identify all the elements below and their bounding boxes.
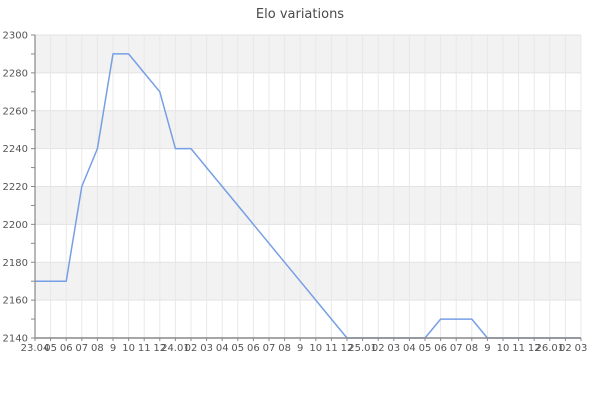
x-tick-label: 08: [91, 343, 104, 354]
x-tick-label: 24.01: [161, 343, 190, 354]
x-tick-label: 11: [512, 343, 525, 354]
x-tick-label: 06: [434, 343, 447, 354]
y-tick-label: 2240: [3, 144, 28, 155]
x-tick-label: 25.01: [348, 343, 377, 354]
x-tick-label: 05: [44, 343, 57, 354]
x-tick-label: 26.01: [535, 343, 564, 354]
x-tick-label: 10: [122, 343, 135, 354]
x-tick-label: 05: [419, 343, 432, 354]
x-tick-label: 11: [325, 343, 338, 354]
x-tick-label: 08: [278, 343, 291, 354]
x-tick-label: 04: [216, 343, 229, 354]
x-tick-label: 12: [528, 343, 541, 354]
x-tick-label: 11: [138, 343, 151, 354]
y-tick-label: 2260: [3, 106, 28, 117]
x-tick-label: 10: [497, 343, 510, 354]
x-tick-label: 07: [75, 343, 88, 354]
x-tick-label: 9: [110, 343, 116, 354]
x-tick-label: 23.04: [21, 343, 50, 354]
y-tick-label: 2300: [3, 31, 28, 42]
x-tick-label: 12: [153, 343, 166, 354]
x-tick-label: 9: [484, 343, 490, 354]
x-tick-label: 10: [309, 343, 322, 354]
horizontal-gridlines: [35, 34, 581, 301]
x-tick-label: 03: [575, 343, 588, 354]
y-tick-label: 2280: [3, 68, 28, 79]
x-tick-label: 06: [247, 343, 260, 354]
plot-area: 2300 2280 2260 2240 2220 2200 2180 2160 214023.0…: [3, 31, 588, 355]
x-tick-label: 03: [387, 343, 400, 354]
y-tick-label: 2140: [3, 334, 28, 345]
y-tick-label: 2160: [3, 296, 28, 307]
y-tick-label: 2180: [3, 258, 28, 269]
x-tick-label: 06: [60, 343, 73, 354]
band: [35, 186, 581, 225]
band: [35, 262, 581, 301]
x-tick-label: 07: [263, 343, 276, 354]
x-tick-label: 02: [559, 343, 572, 354]
x-tick-label: 07: [450, 343, 463, 354]
chart-title: Elo variations: [256, 7, 344, 22]
y-axis-labels: 2300 2280 2260 2240 2220 2200 2180 2160 2140: [3, 31, 35, 345]
band: [35, 110, 581, 149]
x-tick-label: 12: [341, 343, 354, 354]
y-tick-label: 2220: [3, 182, 28, 193]
x-tick-label: 02: [185, 343, 198, 354]
x-tick-label: 03: [200, 343, 213, 354]
x-tick-label: 05: [231, 343, 244, 354]
x-tick-label: 04: [403, 343, 416, 354]
plot-bands: [35, 35, 581, 301]
x-tick-label: 08: [465, 343, 478, 354]
y-tick-label: 2200: [3, 220, 28, 231]
x-tick-label: 9: [297, 343, 303, 354]
x-tick-label: 02: [372, 343, 385, 354]
